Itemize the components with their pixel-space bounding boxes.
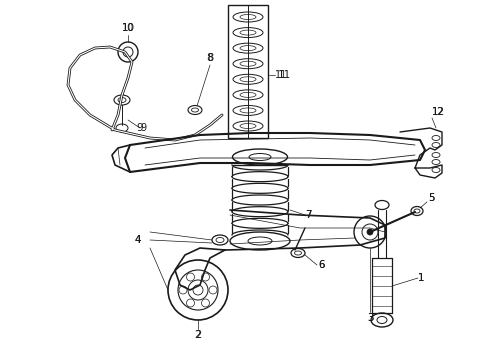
Text: 8: 8 [207,53,213,63]
Circle shape [188,280,208,300]
Text: 8: 8 [207,53,213,63]
Text: 10: 10 [122,23,134,33]
Circle shape [201,273,210,281]
Text: 12: 12 [432,107,445,117]
Text: 10: 10 [122,23,135,33]
Ellipse shape [232,149,288,165]
Text: 1: 1 [418,273,424,283]
Text: 6: 6 [318,260,324,270]
Text: 7: 7 [305,210,311,220]
Ellipse shape [411,207,423,216]
Ellipse shape [116,124,128,132]
Circle shape [168,260,228,320]
Text: 1: 1 [418,273,425,283]
Text: 7: 7 [305,210,312,220]
Text: 4: 4 [135,235,141,245]
Text: 4: 4 [135,235,141,245]
Circle shape [354,216,386,248]
Circle shape [118,42,138,62]
Text: 11: 11 [275,70,287,80]
Text: 2: 2 [195,330,201,340]
Ellipse shape [114,95,130,105]
Circle shape [209,286,217,294]
Circle shape [179,286,187,294]
Text: 9: 9 [140,123,146,133]
Circle shape [187,299,195,307]
Text: 2: 2 [195,330,201,340]
Ellipse shape [371,313,393,327]
Text: 5: 5 [428,193,434,203]
Text: 3: 3 [367,313,373,323]
Text: 3: 3 [367,313,373,323]
Text: 5: 5 [428,193,435,203]
Text: 9: 9 [137,123,143,133]
Circle shape [187,273,195,281]
Ellipse shape [212,235,228,245]
Text: 11: 11 [278,70,291,80]
Text: 12: 12 [432,107,444,117]
Circle shape [201,299,210,307]
Ellipse shape [188,105,202,114]
Circle shape [367,229,373,235]
Ellipse shape [375,201,389,210]
Text: 6: 6 [318,260,325,270]
Ellipse shape [291,248,305,257]
Ellipse shape [230,232,290,250]
Bar [228,5,268,138]
